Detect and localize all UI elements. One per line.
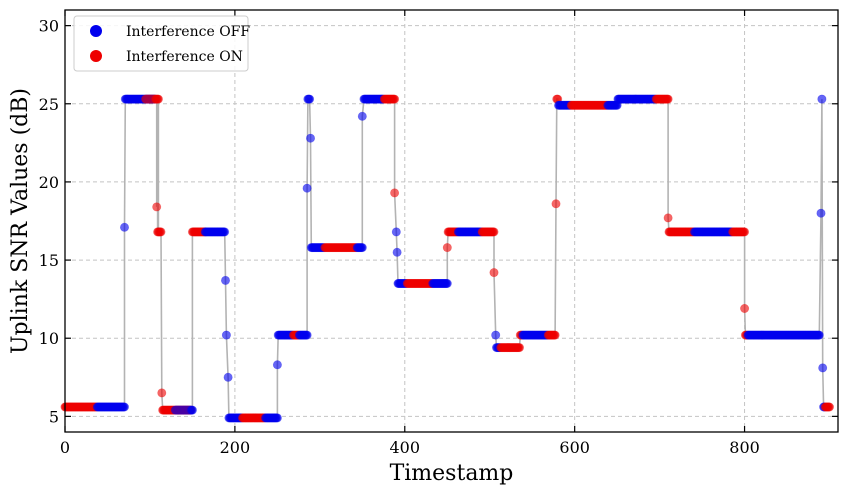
y-tick-label: 10 bbox=[39, 329, 59, 348]
point-interference-on bbox=[390, 188, 400, 198]
point-interference-off bbox=[220, 227, 230, 237]
y-tick-label: 25 bbox=[39, 95, 59, 114]
point-interference-on bbox=[390, 94, 400, 104]
point-interference-off bbox=[357, 243, 367, 253]
legend-box bbox=[73, 15, 249, 72]
point-interference-off bbox=[305, 94, 315, 104]
point-interference-on bbox=[824, 402, 834, 412]
point-interference-off bbox=[302, 183, 312, 193]
point-interference-off bbox=[221, 330, 231, 340]
point-interference-on bbox=[514, 343, 524, 353]
point-interference-off bbox=[120, 402, 130, 412]
y-tick-label: 15 bbox=[39, 251, 59, 270]
point-interference-on bbox=[663, 94, 673, 104]
axis-ticks: 0 200 400 600 800 5 10 15 20 25 30 bbox=[39, 10, 838, 457]
point-interference-off bbox=[816, 208, 826, 218]
legend-marker-interference-on bbox=[90, 50, 102, 62]
point-interference-off bbox=[817, 94, 827, 104]
x-tick-label: 800 bbox=[729, 438, 760, 457]
point-interference-on bbox=[489, 268, 499, 278]
point-interference-on bbox=[663, 213, 673, 223]
legend-label-interference-off: Interference OFF bbox=[126, 24, 250, 40]
x-tick-label: 400 bbox=[390, 438, 421, 457]
point-interference-off bbox=[491, 330, 501, 340]
point-interference-off bbox=[221, 275, 231, 285]
point-interference-on bbox=[153, 94, 163, 104]
x-tick-label: 600 bbox=[559, 438, 590, 457]
point-interference-on bbox=[489, 227, 499, 237]
plot-frame bbox=[64, 9, 839, 433]
point-interference-on bbox=[740, 303, 750, 313]
x-tick-label: 200 bbox=[220, 438, 251, 457]
point-interference-on bbox=[442, 243, 452, 253]
point-interference-off bbox=[302, 330, 312, 340]
point-interference-off bbox=[818, 363, 828, 373]
point-interference-off bbox=[391, 227, 401, 237]
legend-label-interference-on: Interference ON bbox=[126, 49, 243, 65]
point-interference-off bbox=[120, 222, 130, 232]
point-interference-off bbox=[442, 278, 452, 288]
point-interference-on bbox=[550, 330, 560, 340]
y-tick-label: 30 bbox=[39, 17, 59, 36]
point-interference-off bbox=[272, 413, 282, 423]
point-interference-on bbox=[156, 227, 166, 237]
point-interference-off bbox=[272, 360, 282, 370]
x-tick-label: 0 bbox=[60, 438, 70, 457]
point-interference-on bbox=[551, 199, 561, 209]
x-axis-title: Timestamp bbox=[390, 461, 514, 486]
point-interference-on bbox=[152, 202, 162, 212]
point-interference-off bbox=[223, 372, 233, 382]
y-axis-title: Uplink SNR Values (dB) bbox=[8, 88, 33, 354]
point-interference-off bbox=[187, 405, 197, 415]
point-interference-off bbox=[814, 330, 824, 340]
point-interference-on bbox=[157, 388, 167, 398]
legend-marker-interference-off bbox=[90, 25, 102, 37]
legend: Interference OFF Interference ON bbox=[73, 15, 250, 72]
point-interference-on bbox=[740, 227, 750, 237]
y-tick-label: 5 bbox=[49, 407, 59, 426]
y-tick-label: 20 bbox=[39, 173, 59, 192]
data-points bbox=[60, 94, 834, 423]
point-interference-off bbox=[357, 111, 367, 121]
point-interference-off bbox=[392, 247, 402, 257]
point-interference-off bbox=[305, 133, 315, 143]
